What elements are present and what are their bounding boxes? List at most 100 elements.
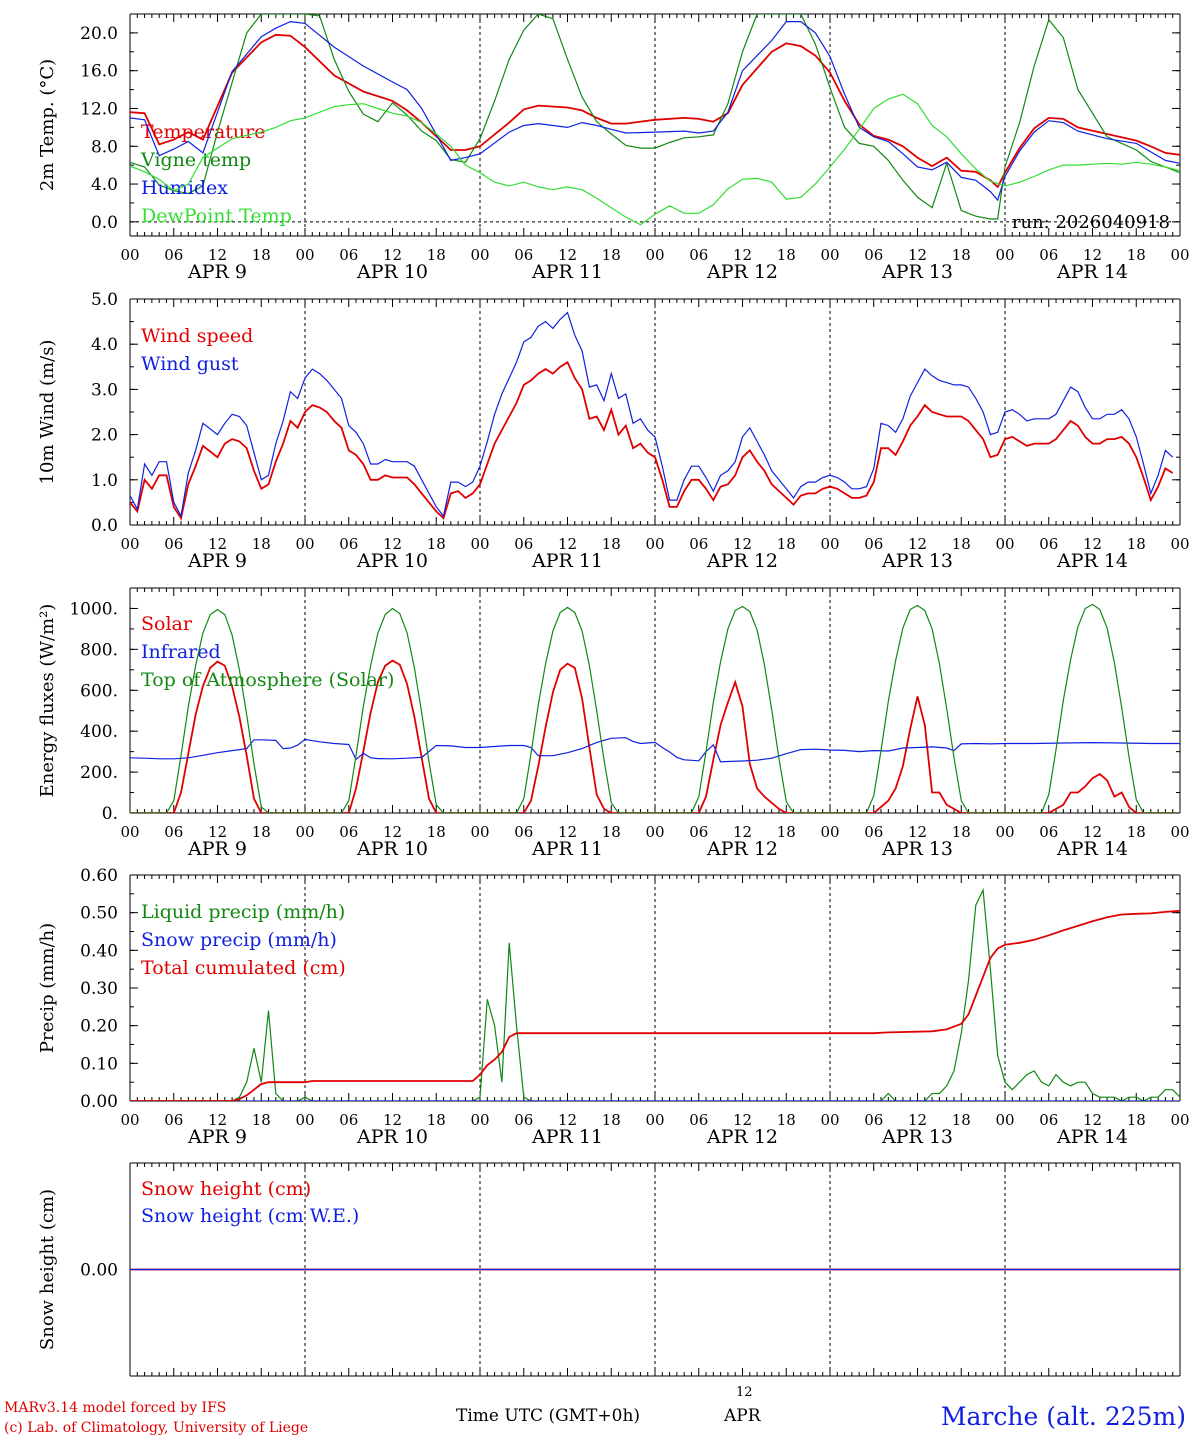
station-name: Marche (alt. 225m)	[940, 1402, 1186, 1431]
temp-ytick-label: 16.0	[80, 62, 118, 82]
energy-ytick-label: 600.	[80, 681, 118, 701]
precip-series-2	[130, 909, 1180, 1101]
energy-day-label: APR 9	[187, 838, 247, 860]
precip-hour-label: 18	[1127, 1111, 1146, 1129]
wind-day-label: APR 9	[187, 550, 247, 572]
temp-series-3	[130, 93, 1180, 226]
temp-hour-label: 18	[252, 246, 271, 264]
energy-day-label: APR 14	[1056, 838, 1128, 860]
precip-hour-label: 00	[1170, 1111, 1189, 1129]
temp-day-label: APR 14	[1056, 261, 1128, 283]
precip-day-label: APR 10	[356, 1126, 428, 1148]
wind-hour-label: 06	[339, 535, 358, 553]
energy-hour-label: 12	[383, 823, 402, 841]
model-credit: MARv3.14 model forced by IFS	[4, 1400, 227, 1416]
wind-ytick-label: 0.0	[91, 516, 118, 536]
energy-ylabel: Energy fluxes (W/m²)	[37, 604, 58, 798]
energy-hour-label: 00	[295, 823, 314, 841]
energy-hour-label: 12	[908, 823, 927, 841]
temp-run-label: run: 2026040918	[1012, 212, 1170, 233]
temp-day-label: APR 13	[881, 261, 953, 283]
energy-hour-label: 18	[777, 823, 796, 841]
wind-hour-label: 00	[295, 535, 314, 553]
precip-hour-label: 00	[995, 1111, 1014, 1129]
energy-day-label: APR 12	[706, 838, 778, 860]
extra-month-label: APR	[724, 1406, 761, 1426]
wind-hour-label: 18	[602, 535, 621, 553]
wind-hour-label: 06	[1039, 535, 1058, 553]
precip-ytick-label: 0.40	[80, 941, 118, 961]
temp-hour-label: 18	[777, 246, 796, 264]
wind-hour-label: 06	[514, 535, 533, 553]
energy-ytick-label: 0.	[102, 804, 118, 824]
precip-ytick-label: 0.50	[80, 904, 118, 924]
precip-hour-label: 18	[252, 1111, 271, 1129]
precip-hour-label: 06	[689, 1111, 708, 1129]
precip-ytick-label: 0.00	[80, 1092, 118, 1112]
temp-series-2	[130, 20, 1180, 202]
precip-hour-label: 00	[820, 1111, 839, 1129]
wind-hour-label: 18	[427, 535, 446, 553]
temp-ytick-label: 4.0	[91, 175, 118, 195]
precip-hour-label: 12	[558, 1111, 577, 1129]
precip-hour-label: 00	[120, 1111, 139, 1129]
wind-hour-label: 12	[733, 535, 752, 553]
temp-ytick-label: 0.0	[91, 213, 118, 233]
wind-series-0	[130, 361, 1174, 521]
temp-hour-label: 00	[820, 246, 839, 264]
temp-hour-label: 06	[1039, 246, 1058, 264]
wind-ytick-label: 4.0	[91, 335, 118, 355]
temp-legend-3: DewPoint Temp	[141, 205, 292, 227]
temp-hour-label: 12	[908, 246, 927, 264]
precip-hour-label: 06	[864, 1111, 883, 1129]
wind-legend-0: Wind speed	[141, 325, 253, 347]
temp-hour-label: 06	[864, 246, 883, 264]
energy-hour-label: 06	[339, 823, 358, 841]
wind-ytick-label: 5.0	[91, 290, 118, 310]
temp-day-label: APR 11	[531, 261, 603, 283]
energy-day-label: APR 11	[531, 838, 603, 860]
temp-hour-label: 00	[1170, 246, 1189, 264]
precip-ytick-label: 0.60	[80, 866, 118, 886]
energy-legend-2: Top of Atmosphere (Solar)	[141, 669, 394, 691]
energy-hour-label: 12	[1083, 823, 1102, 841]
energy-hour-label: 00	[645, 823, 664, 841]
temp-series-1	[130, 14, 1180, 220]
temp-ytick-label: 12.0	[80, 99, 118, 119]
wind-legend-1: Wind gust	[141, 353, 239, 375]
wind-hour-label: 18	[952, 535, 971, 553]
snow-ytick-label: 0.00	[80, 1261, 118, 1281]
wind-hour-label: 18	[1127, 535, 1146, 553]
energy-hour-label: 18	[252, 823, 271, 841]
temp-legend-1: Vigne temp	[140, 149, 251, 171]
precip-hour-label: 12	[383, 1111, 402, 1129]
energy-hour-label: 18	[427, 823, 446, 841]
temp-hour-label: 18	[1127, 246, 1146, 264]
energy-hour-label: 18	[1127, 823, 1146, 841]
precip-day-label: APR 14	[1056, 1126, 1128, 1148]
temp-day-label: APR 10	[356, 261, 428, 283]
wind-hour-label: 12	[1083, 535, 1102, 553]
energy-ytick-label: 400.	[80, 722, 118, 742]
wind-hour-label: 12	[208, 535, 227, 553]
temp-hour-label: 06	[164, 246, 183, 264]
temp-hour-label: 00	[995, 246, 1014, 264]
precip-ytick-label: 0.10	[80, 1054, 118, 1074]
wind-ytick-label: 2.0	[91, 426, 118, 446]
temp-day-label: APR 12	[706, 261, 778, 283]
precip-hour-label: 00	[645, 1111, 664, 1129]
snow-ylabel: Snow height (cm)	[37, 1189, 58, 1350]
energy-series-1	[130, 737, 1180, 763]
wind-hour-label: 00	[820, 535, 839, 553]
energy-hour-label: 06	[1039, 823, 1058, 841]
precip-hour-label: 18	[777, 1111, 796, 1129]
temp-legend-2: Humidex	[141, 177, 228, 199]
wind-series-1	[130, 311, 1174, 518]
precip-hour-label: 06	[164, 1111, 183, 1129]
precip-ytick-label: 0.30	[80, 979, 118, 999]
precip-series-0	[130, 887, 1180, 1101]
temp-series-0	[130, 33, 1180, 189]
precip-day-label: APR 9	[187, 1126, 247, 1148]
energy-hour-label: 12	[208, 823, 227, 841]
time-axis-label: Time UTC (GMT+0h)	[456, 1406, 641, 1426]
